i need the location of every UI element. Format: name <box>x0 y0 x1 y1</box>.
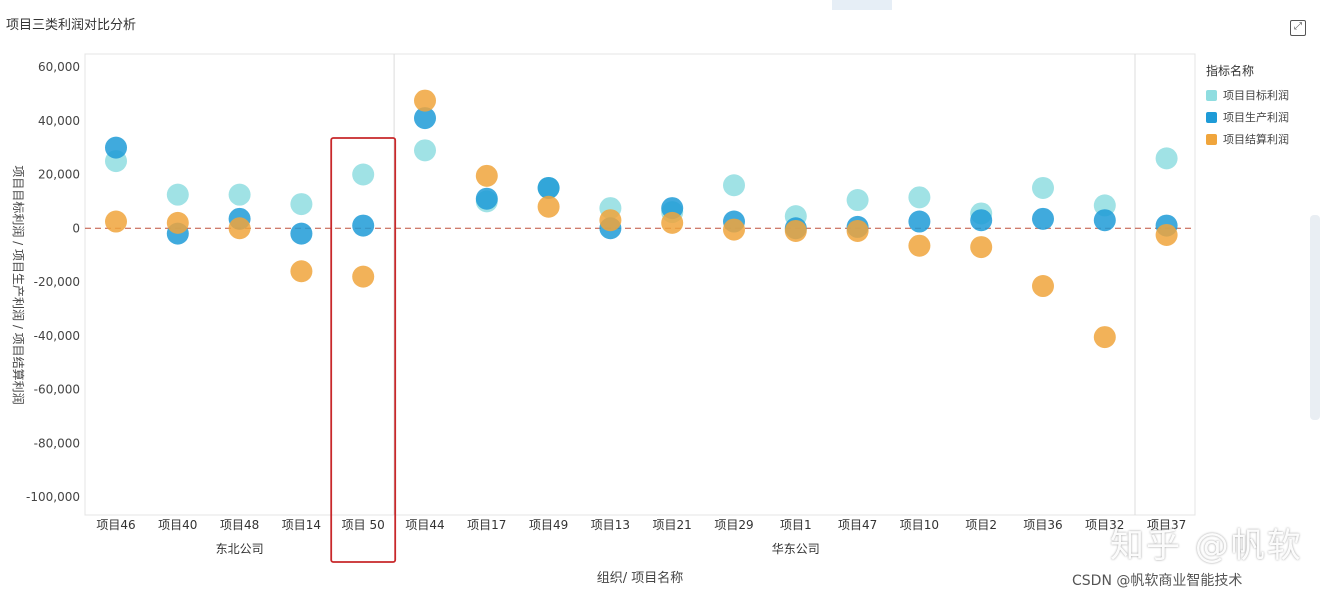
data-point <box>908 186 931 209</box>
y-tick-label: -20,000 <box>34 275 80 289</box>
legend-label-production: 项目生产利润 <box>1223 111 1289 124</box>
data-point <box>1032 275 1054 298</box>
x-tick-label: 项目29 <box>714 518 753 532</box>
legend-title: 指标名称 <box>1206 64 1255 78</box>
data-point <box>723 218 745 241</box>
top-tab-indicator <box>832 0 892 10</box>
x-tick-label: 项目13 <box>591 518 630 532</box>
data-point <box>661 211 684 234</box>
x-group-label: 华东公司 <box>772 542 820 556</box>
legend-item-target[interactable]: 项目目标利润 <box>1206 87 1289 103</box>
y-tick-label: -80,000 <box>34 436 80 450</box>
y-tick-label: 20,000 <box>38 168 80 182</box>
x-tick-label: 项目36 <box>1023 518 1062 532</box>
data-point <box>290 260 313 283</box>
data-point <box>1093 326 1116 349</box>
data-point <box>414 107 436 130</box>
x-tick-label: 项目17 <box>467 518 506 532</box>
y-tick-label: -100,000 <box>26 490 80 504</box>
data-point <box>846 189 869 212</box>
data-point <box>228 183 251 206</box>
data-point <box>1155 223 1178 246</box>
data-point <box>166 211 189 234</box>
x-tick-label: 项目40 <box>158 518 197 532</box>
data-point <box>599 209 622 232</box>
csdn-watermark: CSDN @帆软商业智能技术 <box>1072 573 1243 589</box>
data-point <box>352 265 375 288</box>
expand-icon[interactable]: ⤢ <box>1290 20 1306 36</box>
data-point <box>166 183 189 206</box>
data-point <box>105 136 127 159</box>
data-point <box>970 209 993 232</box>
zhihu-watermark: 知乎 @帆软 <box>1110 526 1303 566</box>
y-tick-label: 60,000 <box>38 60 80 74</box>
legend-item-settlement[interactable]: 项目结算利润 <box>1206 131 1289 147</box>
legend: 指标名称 项目目标利润 项目生产利润 项目结算利润 <box>1206 62 1289 153</box>
data-point <box>290 222 313 245</box>
data-point <box>352 163 375 186</box>
data-point <box>1032 207 1054 230</box>
data-point <box>228 217 251 240</box>
x-tick-label: 项目1 <box>780 518 812 532</box>
y-axis-label: 项目目标利润 / 项目生产利润 / 项目结算利润 <box>11 165 26 404</box>
data-point <box>105 210 127 233</box>
data-point <box>475 187 498 210</box>
x-tick-label: 项目14 <box>282 518 321 532</box>
x-tick-label: 项目21 <box>653 518 692 532</box>
data-point <box>784 219 807 242</box>
y-tick-label: -60,000 <box>34 383 80 397</box>
data-point <box>1093 209 1116 232</box>
vertical-scrollbar[interactable] <box>1310 215 1320 420</box>
data-point <box>908 234 931 257</box>
legend-swatch-production <box>1206 111 1217 123</box>
x-tick-label: 项目 50 <box>342 518 385 532</box>
x-axis-label: 组织/ 项目名称 <box>597 570 684 586</box>
legend-label-target: 项目目标利润 <box>1223 89 1289 102</box>
data-point <box>908 210 931 233</box>
x-tick-label: 项目46 <box>96 518 135 532</box>
data-point <box>414 89 436 112</box>
data-point <box>970 236 993 259</box>
x-group-label: 东北公司 <box>216 542 264 556</box>
x-tick-label: 项目47 <box>838 518 877 532</box>
data-point <box>414 139 436 162</box>
x-tick-label: 项目48 <box>220 518 259 532</box>
data-point <box>352 214 375 237</box>
legend-swatch-target <box>1206 89 1217 101</box>
legend-item-production[interactable]: 项目生产利润 <box>1206 109 1289 125</box>
highlight-box <box>330 137 397 563</box>
plot-area <box>84 53 1196 516</box>
chart-title: 项目三类利润对比分析 <box>6 18 137 33</box>
y-tick-label: -40,000 <box>34 329 80 343</box>
data-point <box>290 193 313 216</box>
y-tick-label: 40,000 <box>38 114 80 128</box>
x-tick-label: 项目32 <box>1085 518 1124 532</box>
data-point <box>723 174 745 197</box>
data-point <box>537 176 560 199</box>
x-tick-label: 项目37 <box>1147 518 1186 532</box>
legend-swatch-settlement <box>1206 133 1217 145</box>
data-point <box>846 219 869 242</box>
x-tick-label: 项目49 <box>529 518 568 532</box>
x-tick-label: 项目2 <box>965 518 997 532</box>
x-tick-label: 项目10 <box>900 518 939 532</box>
y-tick-label: 0 <box>72 221 80 235</box>
legend-label-settlement: 项目结算利润 <box>1223 133 1289 146</box>
data-point <box>475 164 498 187</box>
data-point <box>1155 147 1178 170</box>
data-point <box>1032 176 1054 199</box>
data-point <box>537 195 560 218</box>
x-tick-label: 项目44 <box>405 518 444 532</box>
